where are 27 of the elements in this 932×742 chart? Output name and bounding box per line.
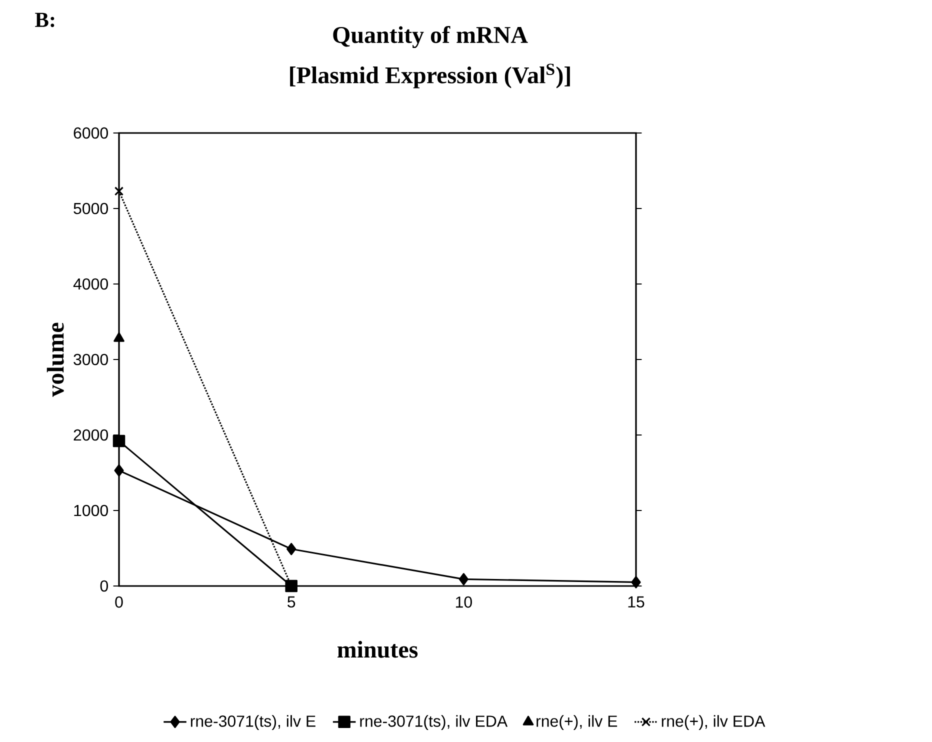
x-tick-label: 0: [115, 596, 123, 608]
point: [112, 434, 126, 448]
y-tick-label: 0: [100, 580, 108, 592]
y-tick-label: 3000: [74, 354, 108, 366]
point: [114, 464, 124, 477]
y-tick-label: 2000: [74, 429, 108, 441]
x-tick-label: 15: [628, 596, 644, 608]
x-tick-label: 10: [456, 596, 472, 608]
legend-label: rne-3071(ts), ilv E: [190, 715, 316, 730]
legend-label: rne-3071(ts), ilv EDA: [360, 715, 508, 730]
y-tick-label: 4000: [73, 278, 108, 290]
legend-label: rne(+), ilv E: [536, 715, 618, 730]
y-axis-title: volume: [46, 322, 64, 397]
point: [114, 186, 124, 196]
point: [631, 576, 641, 588]
x-axis-title: minutes: [337, 640, 418, 658]
x-tick-label: 5: [288, 596, 296, 608]
y-tick-label: 6000: [74, 127, 108, 139]
point: [286, 542, 296, 556]
text: B:: [35, 12, 54, 28]
y-tick-label: 1000: [74, 504, 108, 516]
chart-title: Quantity of mRNA: [333, 26, 528, 48]
chart-subtitle: [Plasmid Expression (Val$^{S}$)]: [290, 64, 570, 88]
legend-label: rne(+), ilv EDA: [662, 715, 766, 730]
point: [114, 332, 124, 342]
y-tick-label: 5000: [74, 202, 108, 214]
point: [458, 573, 468, 586]
